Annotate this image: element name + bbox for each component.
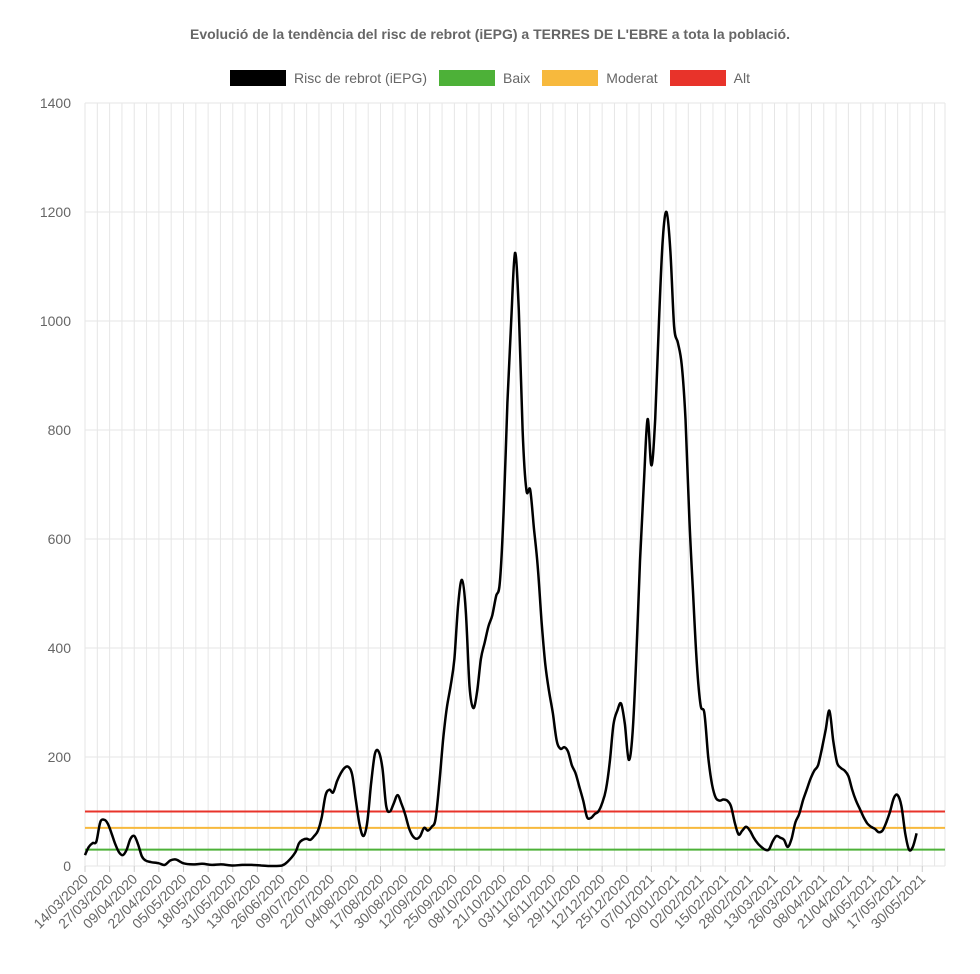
legend-label-moderat: Moderat (606, 70, 658, 86)
legend-swatch-alt (669, 70, 726, 86)
chart-title: Evolució de la tendència del risc de reb… (189, 26, 791, 42)
y-tick-label: 0 (63, 858, 71, 874)
y-tick-label: 200 (48, 749, 72, 765)
legend-swatch-iepg (230, 70, 286, 86)
legend-item-moderat[interactable]: Moderat (542, 70, 658, 86)
y-tick-label: 600 (48, 531, 72, 547)
legend-label-iepg: Risc de rebrot (iEPG) (294, 70, 428, 86)
legend-item-iepg[interactable]: Risc de rebrot (iEPG) (230, 70, 427, 86)
y-tick-label: 1200 (40, 204, 71, 220)
legend-swatch-moderat (542, 70, 599, 86)
legend-label-baix: Baix (503, 70, 531, 86)
series-line-iepg (83, 210, 918, 868)
y-tick-label: 1000 (40, 313, 71, 329)
legend-label-alt: Alt (733, 70, 750, 86)
y-tick-label: 800 (48, 422, 72, 438)
y-tick-label: 400 (48, 640, 72, 656)
chart-legend: Risc de rebrot (iEPG) Baix Moderat Alt (0, 70, 980, 86)
legend-item-alt[interactable]: Alt (669, 70, 750, 86)
legend-swatch-baix (439, 70, 496, 86)
legend-item-baix[interactable]: Baix (439, 70, 530, 86)
y-tick-label: 1400 (40, 95, 71, 111)
